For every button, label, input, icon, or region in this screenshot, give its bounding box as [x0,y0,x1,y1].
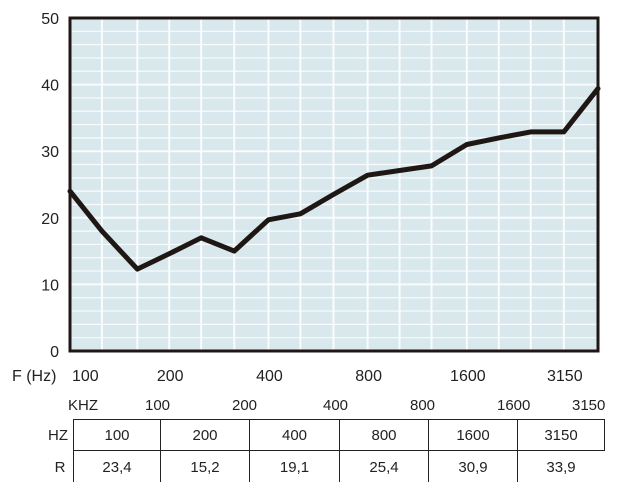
data-point [331,192,336,197]
hz-value-4: 1600 [456,427,490,444]
khz-value-3: 800 [410,397,436,414]
hz-value-1: 200 [192,427,218,444]
r-value-4: 30,9 [458,459,488,476]
data-point [496,135,501,140]
data-point [429,163,434,168]
data-point [528,129,533,134]
hz-row: HZ 100 200 400 800 1600 3150 [0,419,626,450]
data-point [266,217,271,222]
vertical-grid [100,18,565,351]
data-point [561,129,566,134]
r-label: R [54,459,66,476]
data-point [596,86,600,91]
x-tick-label: 3150 [547,368,583,385]
r-value-5: 33,9 [546,459,576,476]
x-tick-label: 200 [157,368,184,385]
x-axis-ticks: 100 200 400 800 1600 3150 [72,368,583,385]
horizontal-grid [70,30,598,339]
r-value-2: 19,1 [279,459,310,476]
data-point [232,249,237,254]
data-table: KHZ 100 200 400 800 1600 3150 HZ 100 200… [0,395,626,482]
r-value-1: 15,2 [190,459,220,476]
data-point [298,211,303,216]
hz-label: HZ [48,427,68,444]
r-value-0: 23,4 [102,459,132,476]
hz-value-3: 800 [371,427,397,444]
khz-value-2: 400 [323,397,349,414]
data-point [365,173,370,178]
y-tick-label: 40 [41,78,59,95]
khz-label: KHZ [68,397,98,414]
khz-value-0: 100 [145,397,171,414]
data-point [135,267,140,272]
x-tick-label: 400 [256,368,283,385]
hz-value-5: 3150 [544,427,578,444]
r-value-3: 25,4 [369,459,399,476]
y-tick-label: 20 [41,211,59,228]
x-tick-label: 800 [355,368,382,385]
data-point [68,189,72,194]
hz-value-0: 100 [104,427,130,444]
plot-frame [68,16,600,353]
table-divider-1 [160,419,161,482]
data-points [68,86,600,272]
y-axis-ticks: 0 10 20 30 40 50 [41,11,59,361]
table-divider-4 [428,419,429,482]
x-tick-label: 1600 [450,368,486,385]
khz-value-5: 3150 [572,397,606,414]
x-axis-label: F (Hz) [12,368,56,385]
data-point [464,142,469,147]
khz-value-4: 1600 [497,397,531,414]
table-divider-3 [339,419,340,482]
y-tick-label: 0 [50,344,59,361]
line-chart: 0 10 20 30 40 50 F (Hz) 100 200 400 800 1600 3150 [12,11,601,385]
data-point [199,235,204,240]
table-divider-6 [604,419,605,450]
khz-value-1: 200 [232,397,258,414]
x-tick-label: 100 [72,368,99,385]
data-point [167,251,172,256]
table-divider-0 [73,419,74,482]
r-row: R 23,4 15,2 19,1 25,4 30,9 33,9 [0,450,626,482]
data-point [397,168,402,173]
y-tick-label: 10 [41,277,59,294]
y-tick-label: 50 [41,11,59,28]
data-point [99,229,104,234]
table-divider-5 [517,419,518,482]
hz-value-2: 400 [281,427,308,444]
y-tick-label: 30 [41,144,59,161]
table-divider-2 [249,419,250,482]
